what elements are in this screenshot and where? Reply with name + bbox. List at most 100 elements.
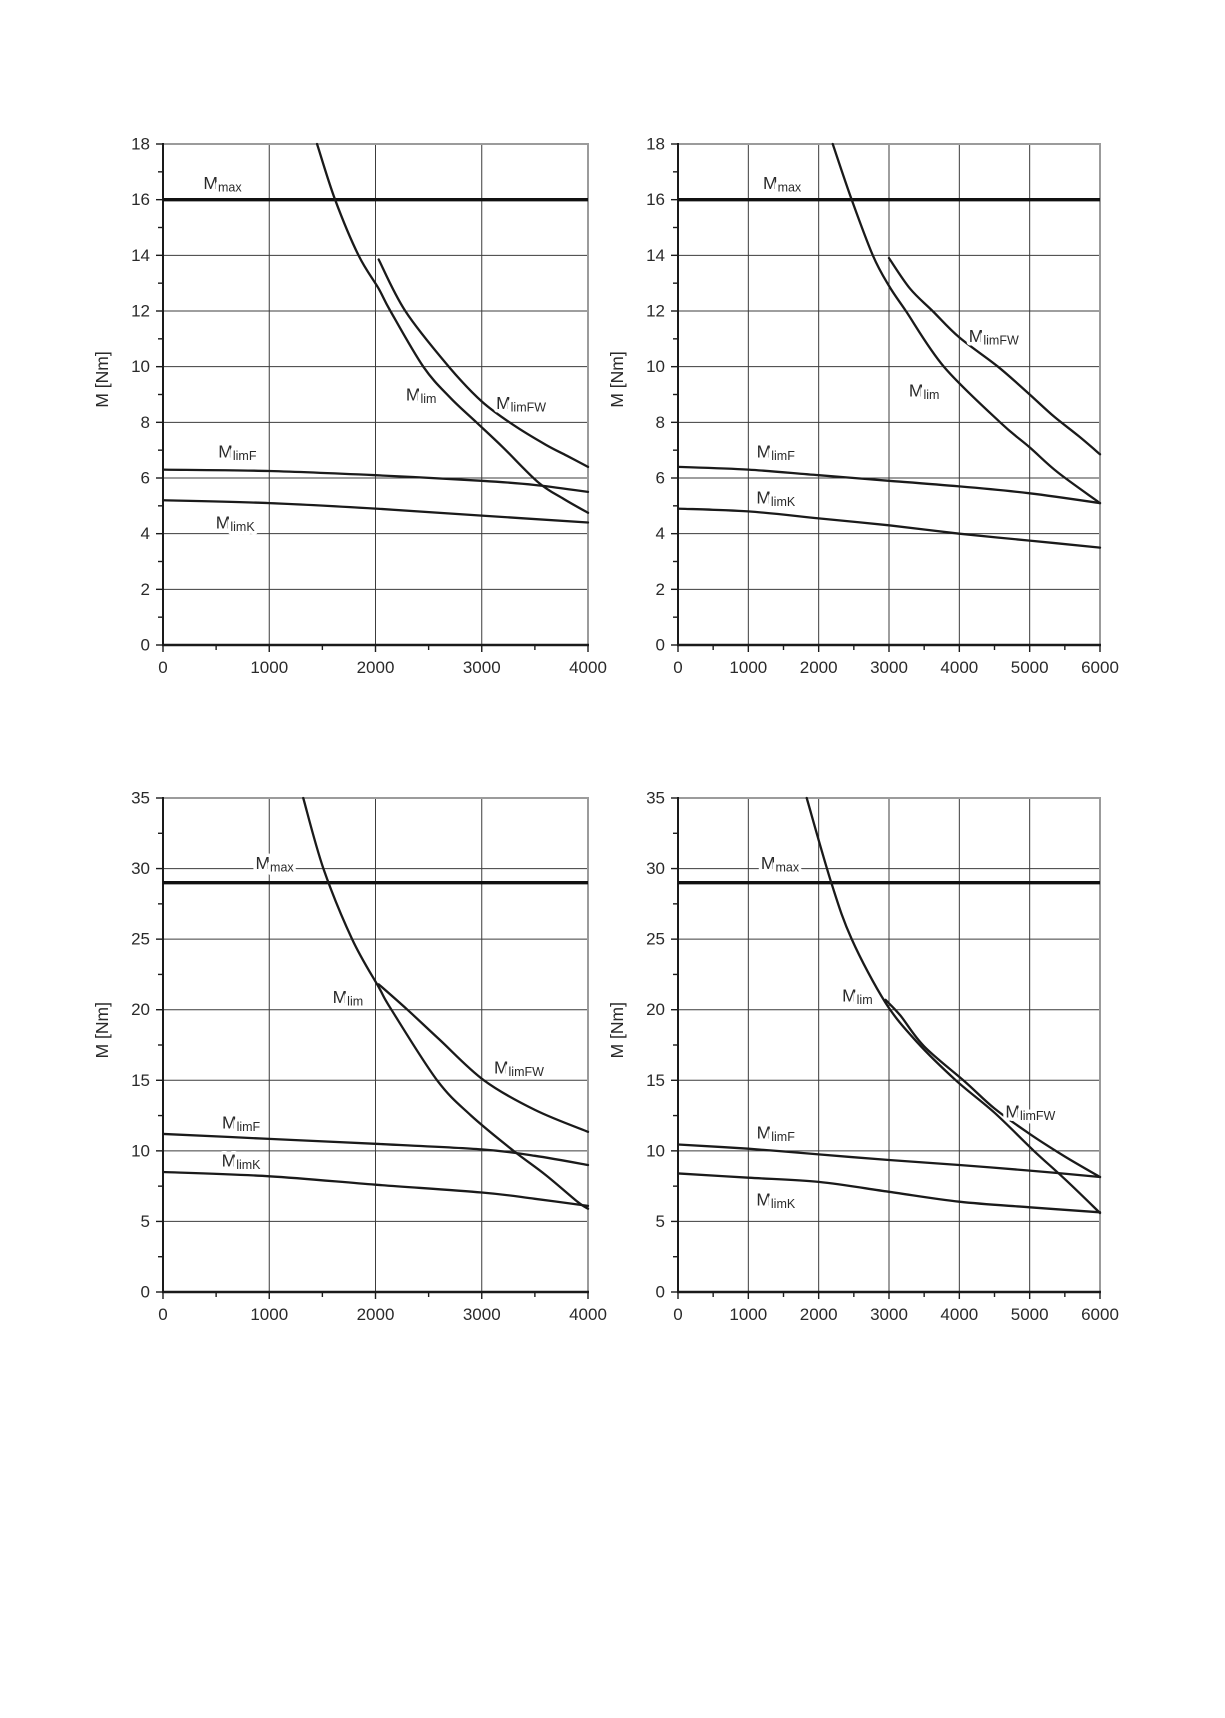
gridlines [678,144,1100,645]
y-tick-label-5: 5 [656,1212,665,1231]
x-tick-label-6000: 6000 [1081,658,1119,677]
curve-MlimF [162,1132,590,1167]
ticks [156,143,589,652]
x-tick-label-6000: 6000 [1081,1305,1119,1324]
y-tick-label-14: 14 [646,246,665,265]
y-tick-label-35: 35 [131,789,150,808]
y-tick-label-10: 10 [646,1141,665,1160]
curve-MlimFW [377,258,590,469]
y-tick-label-10: 10 [646,357,665,376]
y-tick-label-2: 2 [141,580,150,599]
curve-MlimFW [887,256,1102,456]
x-tick-labels: 0 1000 2000 3000 4000 [158,658,607,677]
chart-bottom-right: 0 1000 2000 3000 4000 5000 6000 0 5 10 15 20 25 30 35 M… [607,789,1119,1325]
curve-label-MlimK: MlimK [756,1190,796,1212]
curve-MlimF [162,468,590,494]
y-tick-label-6: 6 [656,469,665,488]
curve-label-Mlim: Mlim [842,986,873,1008]
x-tick-label-3000: 3000 [870,1305,908,1324]
x-tick-label-5000: 5000 [1011,1305,1049,1324]
x-tick-label-0: 0 [158,1305,167,1324]
curve-label-MlimFW: MlimFW [969,326,1019,348]
y-tick-label-0: 0 [656,636,665,655]
y-tick-label-4: 4 [141,524,150,543]
curve-MlimF [677,1143,1102,1179]
x-tick-label-1000: 1000 [729,1305,767,1324]
y-tick-label-15: 15 [646,1071,665,1090]
ticks [671,797,1101,1299]
y-tick-label-18: 18 [131,135,150,154]
y-tick-labels: 0 5 10 15 20 25 30 35 [646,789,665,1302]
y-tick-label-8: 8 [141,413,150,432]
y-tick-labels: 0 2 4 6 8 10 12 14 16 18 [646,135,665,655]
gridlines [163,798,588,1292]
ticks [671,143,1101,652]
x-tick-label-0: 0 [673,1305,682,1324]
curve-Mlim [805,796,1102,1215]
y-tick-label-12: 12 [646,302,665,321]
y-tick-label-0: 0 [141,636,150,655]
curve-label-MlimFW: MlimFW [1005,1101,1055,1123]
y-tick-label-10: 10 [131,357,150,376]
curve-Mlim [302,796,590,1210]
ticks [156,797,589,1299]
curve-label-MlimFW: MlimFW [496,393,546,415]
curve-Mlim [831,142,1102,505]
y-tick-label-10: 10 [131,1141,150,1160]
y-tick-label-20: 20 [646,1000,665,1019]
x-tick-label-4000: 4000 [940,1305,978,1324]
y-tick-label-4: 4 [656,524,665,543]
x-tick-label-1000: 1000 [250,1305,288,1324]
y-axis-title: M [Nm] [607,351,627,407]
y-tick-label-30: 30 [646,859,665,878]
y-axis-title: M [Nm] [92,1002,112,1058]
x-tick-label-0: 0 [673,658,682,677]
curve-label-Mmax: Mmax [761,853,800,875]
y-axis-title: M [Nm] [607,1002,627,1058]
curve-Mlim [315,142,590,514]
curve-label-Mlim: Mlim [333,987,364,1009]
curve-label-Mlim: Mlim [909,380,940,402]
y-tick-labels: 0 2 4 6 8 10 12 14 16 18 [131,135,150,655]
gridlines [678,798,1100,1292]
x-tick-label-2000: 2000 [800,1305,838,1324]
x-tick-label-3000: 3000 [463,1305,501,1324]
y-tick-label-14: 14 [131,246,150,265]
x-tick-label-3000: 3000 [870,658,908,677]
curve-label-Mmax: Mmax [203,173,242,195]
plot-frame [163,143,589,645]
x-tick-labels: 0 1000 2000 3000 4000 5000 6000 [673,1305,1119,1324]
x-tick-label-1000: 1000 [250,658,288,677]
y-tick-label-8: 8 [656,413,665,432]
y-tick-label-16: 16 [646,190,665,209]
x-tick-label-4000: 4000 [569,658,607,677]
y-tick-label-0: 0 [656,1283,665,1302]
x-tick-label-4000: 4000 [940,658,978,677]
curve-label-Mmax: Mmax [255,853,294,875]
y-tick-labels: 0 5 10 15 20 25 30 35 [131,789,150,1302]
curve-label-Mlim: Mlim [406,385,437,407]
y-tick-label-18: 18 [646,135,665,154]
x-tick-label-5000: 5000 [1011,658,1049,677]
y-tick-label-25: 25 [131,930,150,949]
x-tick-labels: 0 1000 2000 3000 4000 [158,1305,607,1324]
y-tick-label-20: 20 [131,1000,150,1019]
curve-label-MlimK: MlimK [216,513,256,535]
plot-frame [678,143,1101,645]
x-tick-label-3000: 3000 [463,658,501,677]
x-tick-label-2000: 2000 [357,1305,395,1324]
y-tick-label-15: 15 [131,1071,150,1090]
x-tick-labels: 0 1000 2000 3000 4000 5000 6000 [673,658,1119,677]
y-tick-label-0: 0 [141,1283,150,1302]
curve-MlimK [677,507,1102,549]
curve-label-MlimF: MlimF [218,442,257,464]
curve-MlimK [162,1170,590,1208]
curve-MlimFW [377,983,590,1133]
y-tick-label-12: 12 [131,302,150,321]
chart-top-right: 0 1000 2000 3000 4000 5000 6000 0 2 4 6 8 10 12 14 16 18… [607,135,1119,678]
y-tick-label-2: 2 [656,580,665,599]
curve-label-MlimF: MlimF [757,442,796,464]
curve-MlimF [677,465,1102,505]
